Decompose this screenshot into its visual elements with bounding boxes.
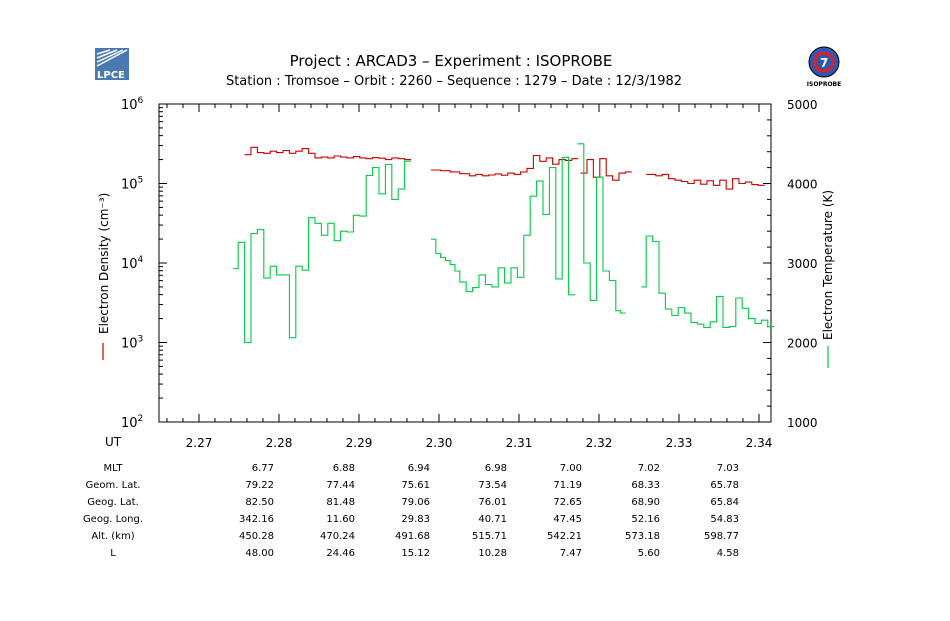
table-row: Geom. Lat. 79.22 77.44 75.61 73.54 71.19 68.33… — [86, 480, 739, 491]
table-row-label: Alt. (km) — [91, 531, 134, 542]
table-cell: 82.50 — [245, 497, 274, 508]
table-cell: 470.24 — [320, 531, 355, 542]
table-cell: 598.77 — [704, 531, 739, 542]
series-segment — [641, 235, 775, 328]
y-left-tick-label: 104 — [121, 255, 144, 272]
table-cell: 6.98 — [485, 463, 507, 474]
table-cell: 6.77 — [252, 463, 274, 474]
table-row-label: MLT — [104, 463, 124, 474]
x-tick-label: 2.29 — [346, 436, 373, 450]
series-segment — [233, 160, 411, 344]
chart-title: Project : ARCAD3 – Experiment : ISOPROBE — [290, 52, 613, 70]
series-electron-temperature — [233, 143, 775, 344]
table-cell: 491.68 — [395, 531, 430, 542]
chart-subtitle: Station : Tromsoe – Orbit : 2260 – Seque… — [226, 74, 682, 89]
isoprobe-logo: 7 ISOPROBE — [807, 46, 841, 88]
x-tick-label: 2.33 — [666, 436, 693, 450]
y-right-tick-label: 5000 — [787, 98, 818, 112]
left-axis-label: Electron Density (cm⁻³) — [97, 193, 111, 334]
x-tick-label: 2.28 — [266, 436, 293, 450]
table-cell: 4.58 — [717, 548, 739, 559]
table-cell: 5.60 — [638, 548, 660, 559]
x-tick-label: 2.34 — [746, 436, 773, 450]
table-cell: 11.60 — [326, 514, 355, 525]
axes: 2.27 2.28 2.29 2.30 2.31 2.32 2.33 2.34 102 103 10… — [121, 96, 818, 450]
table-cell: 515.71 — [472, 531, 507, 542]
series-segment — [580, 158, 632, 181]
lpce-logo: LPCE — [95, 48, 129, 81]
table-row: Geog. Lat. 82.50 81.48 79.06 76.01 72.65 68.90… — [87, 497, 739, 508]
table-cell: 75.61 — [401, 480, 430, 491]
table-cell: 81.48 — [326, 497, 355, 508]
series-electron-density — [244, 146, 765, 190]
table-row: Geog. Long. 342.16 11.60 29.83 40.71 47.45 52.… — [83, 514, 739, 525]
table-cell: 48.00 — [245, 548, 274, 559]
table-cell: 573.18 — [625, 531, 660, 542]
left-axis-title: Electron Density (cm⁻³) — [97, 193, 111, 360]
table-cell: 77.44 — [326, 480, 355, 491]
table-cell: 7.00 — [560, 463, 582, 474]
x-tick-label: 2.32 — [586, 436, 613, 450]
table-cell: 40.71 — [478, 514, 507, 525]
right-axis-title: Electron Temperature (K) — [821, 190, 835, 368]
table-cell: 450.28 — [239, 531, 274, 542]
table-cell: 6.94 — [408, 463, 430, 474]
series-segment — [431, 156, 575, 296]
y-right-tick-label: 1000 — [787, 416, 818, 430]
y-right-tick-label: 4000 — [787, 178, 818, 192]
ephemeris-table: MLT 6.77 6.88 6.94 6.98 7.00 7.02 7.03 Geom. Lat… — [83, 463, 739, 559]
table-row-label: Geom. Lat. — [86, 480, 141, 491]
table-cell: 73.54 — [478, 480, 507, 491]
lpce-logo-text: LPCE — [97, 70, 125, 81]
table-cell: 54.83 — [710, 514, 739, 525]
x-tick-label: 2.31 — [506, 436, 533, 450]
y-right-tick-label: 3000 — [787, 257, 818, 271]
table-cell: 79.06 — [401, 497, 430, 508]
y-right-tick-label: 2000 — [787, 337, 818, 351]
y-left-tick-label: 106 — [121, 96, 144, 113]
y-left-tick-label: 102 — [121, 414, 143, 431]
table-cell: 68.33 — [631, 480, 660, 491]
y-left-tick-label: 103 — [121, 335, 143, 352]
table-cell: 52.16 — [631, 514, 660, 525]
table-cell: 65.78 — [710, 480, 739, 491]
table-row: MLT 6.77 6.88 6.94 6.98 7.00 7.02 7.03 — [104, 463, 739, 474]
table-cell: 24.46 — [326, 548, 355, 559]
y-left-tick-label: 105 — [121, 176, 143, 193]
table-row: Alt. (km) 450.28 470.24 491.68 515.71 542.21 5… — [91, 531, 739, 542]
table-cell: 79.22 — [245, 480, 274, 491]
series-segment — [646, 173, 765, 190]
table-cell: 71.19 — [553, 480, 582, 491]
series-segment — [577, 143, 626, 314]
table-cell: 76.01 — [478, 497, 507, 508]
x-tick-label: 2.27 — [186, 436, 213, 450]
x-axis-label: UT — [105, 435, 122, 449]
table-cell: 7.03 — [717, 463, 739, 474]
table-cell: 15.12 — [401, 548, 430, 559]
table-cell: 72.65 — [553, 497, 582, 508]
series-layer — [233, 143, 775, 344]
x-tick-label: 2.30 — [426, 436, 453, 450]
series-segment — [244, 146, 411, 161]
series-segment — [431, 154, 579, 177]
table-cell: 6.88 — [333, 463, 355, 474]
table-cell: 68.90 — [631, 497, 660, 508]
table-cell: 10.28 — [478, 548, 507, 559]
table-row-label: L — [110, 548, 116, 559]
table-row-label: Geog. Lat. — [87, 497, 139, 508]
svg-text:7: 7 — [820, 56, 828, 70]
table-cell: 7.02 — [638, 463, 660, 474]
table-cell: 29.83 — [401, 514, 430, 525]
table-row-label: Geog. Long. — [83, 514, 143, 525]
table-row: L 48.00 24.46 15.12 10.28 7.47 5.60 4.58 — [110, 548, 739, 559]
table-cell: 342.16 — [239, 514, 274, 525]
table-cell: 65.84 — [710, 497, 739, 508]
table-cell: 7.47 — [560, 548, 582, 559]
table-cell: 47.45 — [553, 514, 582, 525]
table-cell: 542.21 — [547, 531, 582, 542]
right-axis-label: Electron Temperature (K) — [821, 190, 835, 340]
isoprobe-logo-text: ISOPROBE — [807, 81, 841, 88]
